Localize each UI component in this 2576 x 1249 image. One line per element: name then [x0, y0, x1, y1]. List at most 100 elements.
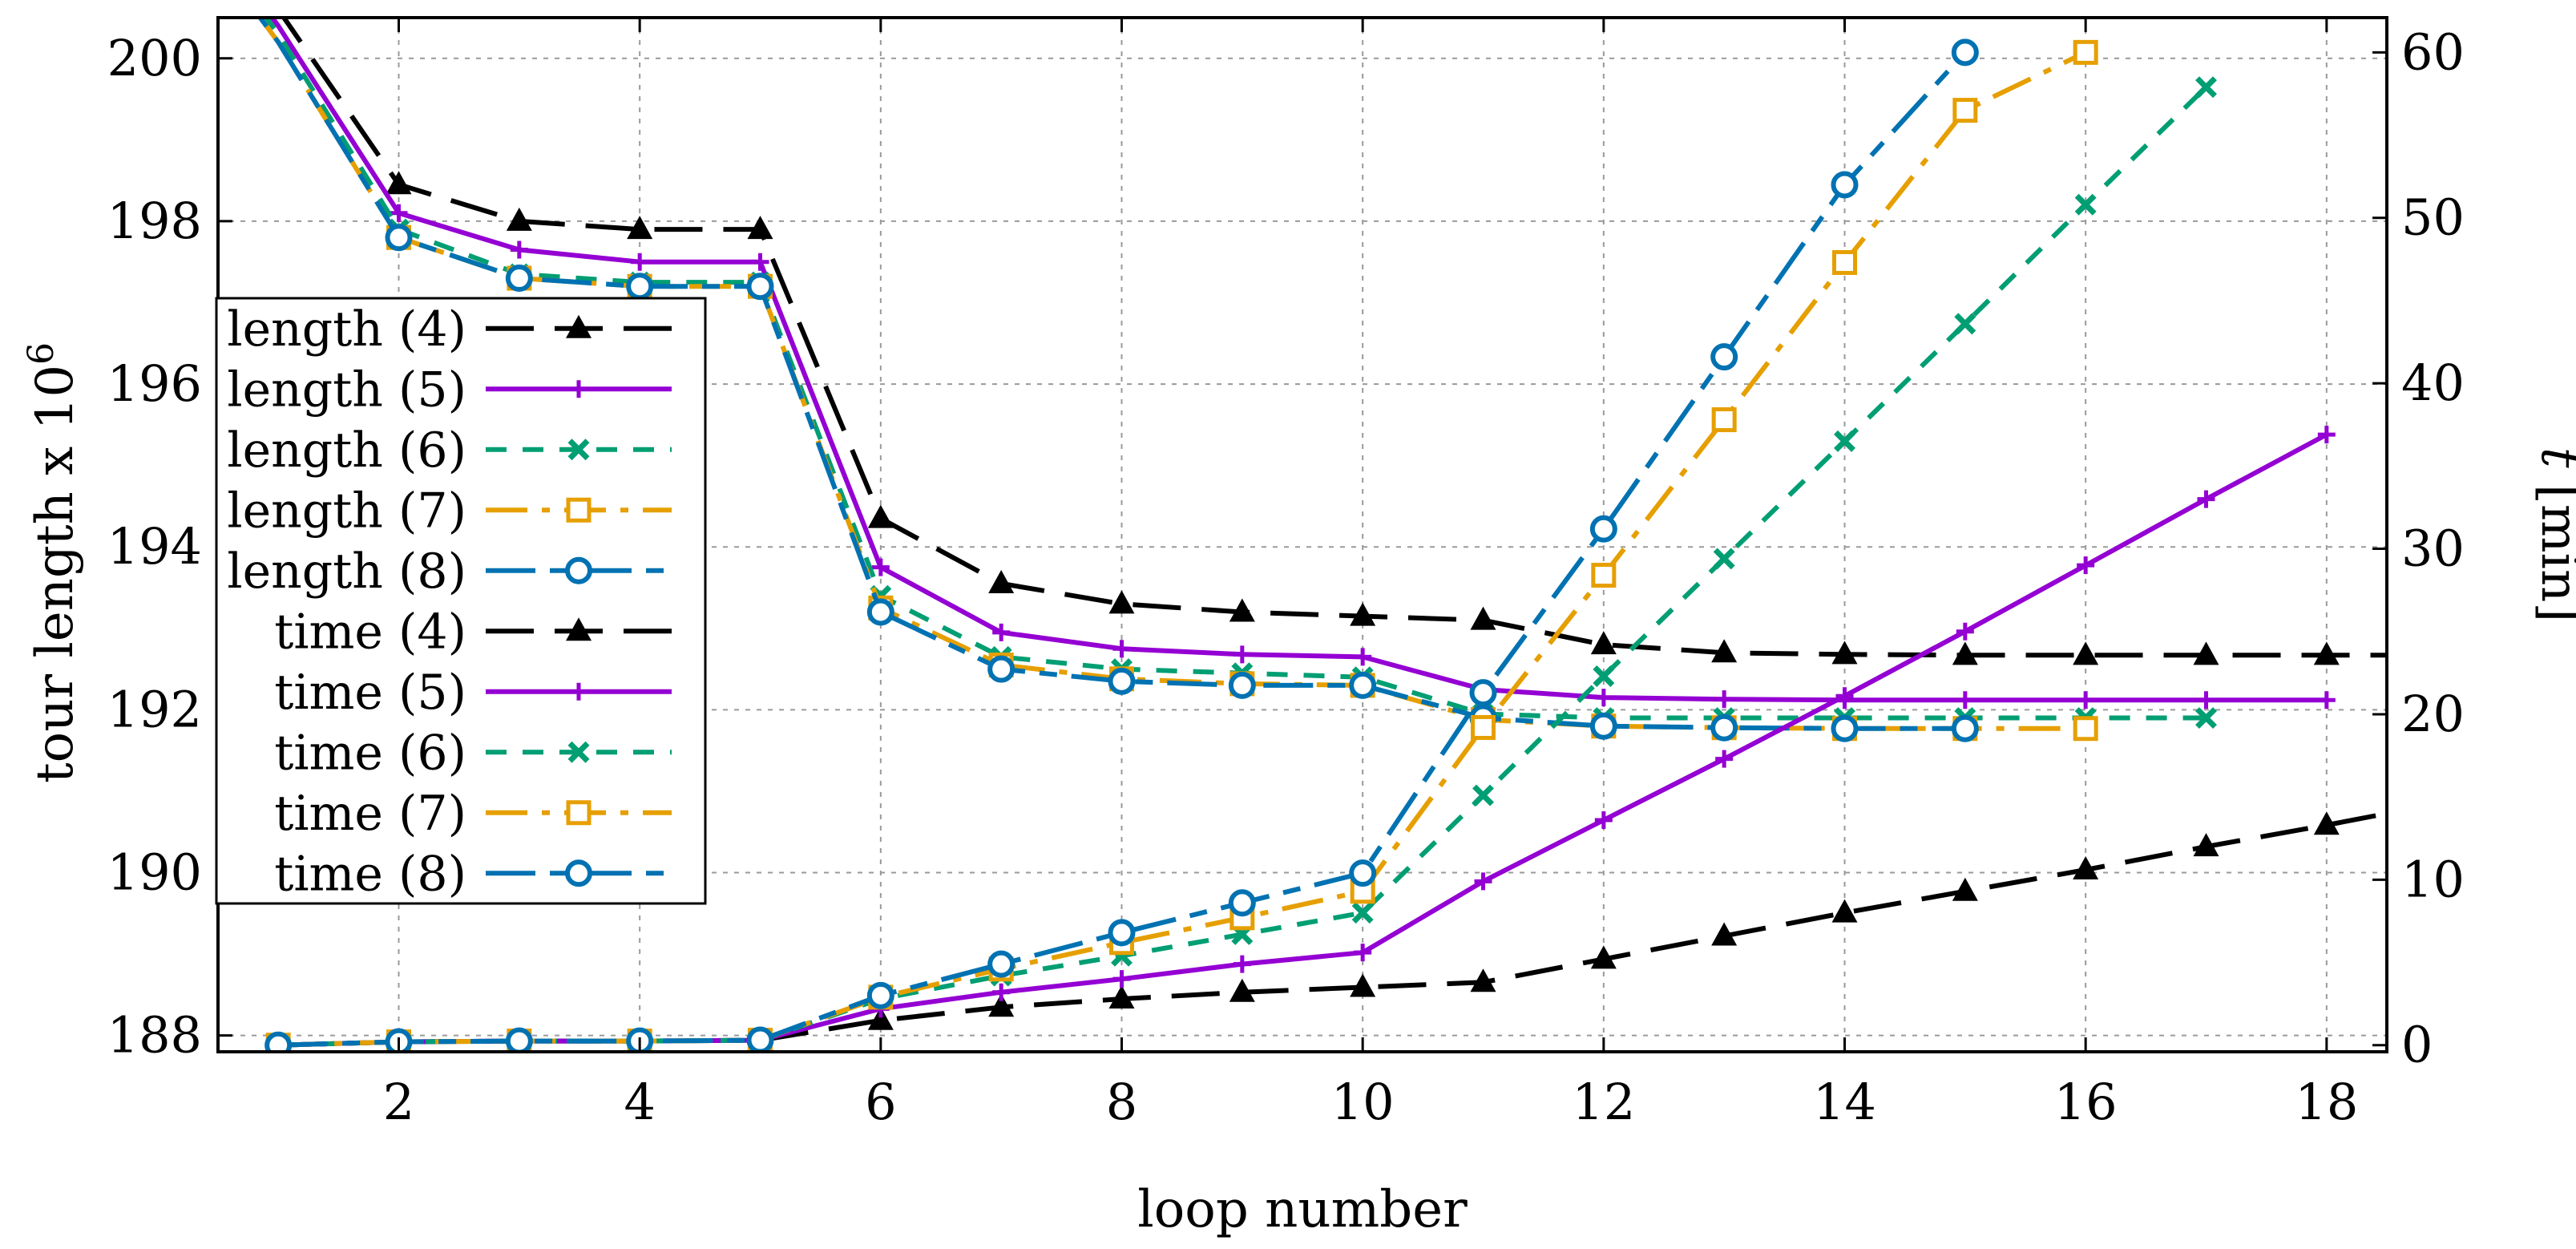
data-point-time-5: [1474, 872, 1492, 891]
data-point-length-8: [1108, 667, 1136, 695]
data-point-length-5: [992, 623, 1011, 641]
data-point-length-8: [1589, 712, 1617, 740]
x-tick-label: 8: [1106, 1073, 1137, 1131]
legend-marker: [567, 439, 590, 461]
data-point-time-4: [2073, 855, 2099, 879]
data-point-time-7: [1711, 407, 1737, 433]
legend-marker: [566, 617, 592, 641]
data-point-time-4: [1350, 973, 1376, 997]
x-axis-title: loop number: [1137, 1180, 1468, 1239]
legend-marker: [565, 556, 592, 584]
data-point-time-4: [1952, 877, 1978, 901]
y-right-tick-label: 40: [2401, 354, 2465, 412]
data-point-length-4: [867, 504, 894, 528]
legend-label: length (5): [227, 362, 466, 418]
data-point-time-4: [1229, 978, 1255, 1002]
data-point-time-7: [1832, 249, 1857, 275]
data-point-length-4: [2193, 641, 2219, 665]
right-axis-title-unit: [min]: [2530, 484, 2576, 622]
right-axis-title-space: [2530, 468, 2576, 484]
y-left-tick-label: 200: [107, 29, 202, 87]
legend-label: length (7): [227, 483, 466, 539]
legend-entry-length-6: length (6): [227, 422, 672, 479]
data-point-length-5: [2197, 691, 2215, 709]
y-left-tick-label: 194: [107, 517, 202, 576]
x-tick-label: 14: [1813, 1073, 1876, 1131]
data-point-time-4: [2193, 833, 2219, 857]
data-point-time-4: [988, 993, 1015, 1017]
data-point-length-6: [2195, 707, 2217, 730]
data-point-length-8: [746, 273, 774, 301]
y-right-tick-label: 30: [2401, 519, 2465, 578]
data-point-time-6: [1472, 784, 1494, 806]
series-time-8: [264, 38, 1979, 1052]
data-point-time-5: [1354, 944, 1372, 962]
data-point-length-5: [1354, 648, 1372, 666]
data-point-time-5: [1835, 687, 1854, 705]
data-point-time-4: [2313, 811, 2340, 835]
data-point-length-8: [987, 655, 1015, 683]
left-axis-title-exponent: 6: [21, 342, 62, 365]
data-point-time-8: [1831, 171, 1859, 199]
x-tick-label: 16: [2054, 1073, 2118, 1131]
series-group: [256, 18, 2387, 1052]
x-tick-label: 10: [1331, 1073, 1395, 1131]
series-line-length-4: [281, 18, 2387, 658]
legend-entry-time-6: time (6): [274, 725, 672, 781]
data-point-length-8: [1710, 713, 1738, 742]
data-point-length-8: [1228, 671, 1256, 699]
legend-label: length (8): [227, 544, 466, 600]
data-point-time-5: [2197, 490, 2215, 508]
data-point-time-7: [1591, 563, 1617, 588]
data-point-length-5: [631, 253, 649, 271]
data-point-length-8: [505, 265, 533, 293]
legend-label: time (4): [274, 604, 466, 660]
legend-entry-time-5: time (5): [274, 665, 672, 721]
data-point-length-4: [1229, 598, 1255, 622]
data-point-time-4: [1711, 922, 1738, 946]
series-line-time-8: [278, 51, 1968, 1048]
legend-marker: [570, 380, 587, 398]
legend-label: length (4): [227, 301, 466, 358]
data-point-time-8: [1349, 859, 1377, 887]
data-point-length-8: [385, 224, 413, 252]
series-line-length-6: [263, 18, 2207, 721]
legend-entry-time-4: time (4): [274, 604, 672, 660]
data-point-length-5: [751, 253, 769, 271]
data-point-time-6: [1351, 902, 1374, 924]
axis-ticks: 2 4 6 8 10 12 14 16 18 188 190 192 194 196 198 200 0 10 20…: [107, 18, 2465, 1131]
y-right-tick-label: 10: [2401, 850, 2465, 908]
data-point-time-8: [1108, 919, 1136, 947]
data-point-time-4: [867, 1006, 894, 1030]
legend-box: [215, 297, 707, 905]
data-point-length-5: [390, 204, 408, 222]
legend-entry-length-8: length (8): [227, 544, 672, 600]
data-point-length-5: [1112, 640, 1131, 658]
data-point-length-5: [2077, 691, 2095, 709]
legend-entry-time-8: time (8): [274, 846, 672, 902]
data-point-length-4: [1831, 641, 1858, 665]
data-point-time-5: [1233, 955, 1251, 973]
data-point-length-4: [1350, 602, 1376, 626]
data-point-length-4: [386, 171, 412, 195]
y-right-tick-label: 0: [2401, 1016, 2433, 1074]
data-point-time-4: [1108, 984, 1135, 1008]
x-tick-label: 4: [624, 1073, 655, 1131]
legend-marker: [567, 741, 590, 763]
data-point-length-4: [1711, 639, 1738, 663]
data-point-time-5: [1594, 811, 1613, 830]
series-length-8: [256, 18, 1979, 742]
legend-marker: [565, 859, 592, 887]
data-point-time-6: [1834, 430, 1855, 452]
legend-label: time (8): [274, 846, 466, 902]
data-point-length-8: [1349, 671, 1377, 699]
data-point-time-8: [1228, 889, 1256, 917]
data-point-length-5: [510, 241, 528, 259]
y-right-tick-label: 20: [2401, 685, 2465, 743]
right-axis-title: t [min]: [2530, 447, 2576, 622]
x-tick-label: 6: [865, 1073, 896, 1131]
left-axis-title-text: tour length x 10: [26, 365, 85, 783]
y-left-tick-label: 196: [107, 354, 202, 413]
legend-label: length (6): [227, 422, 466, 479]
